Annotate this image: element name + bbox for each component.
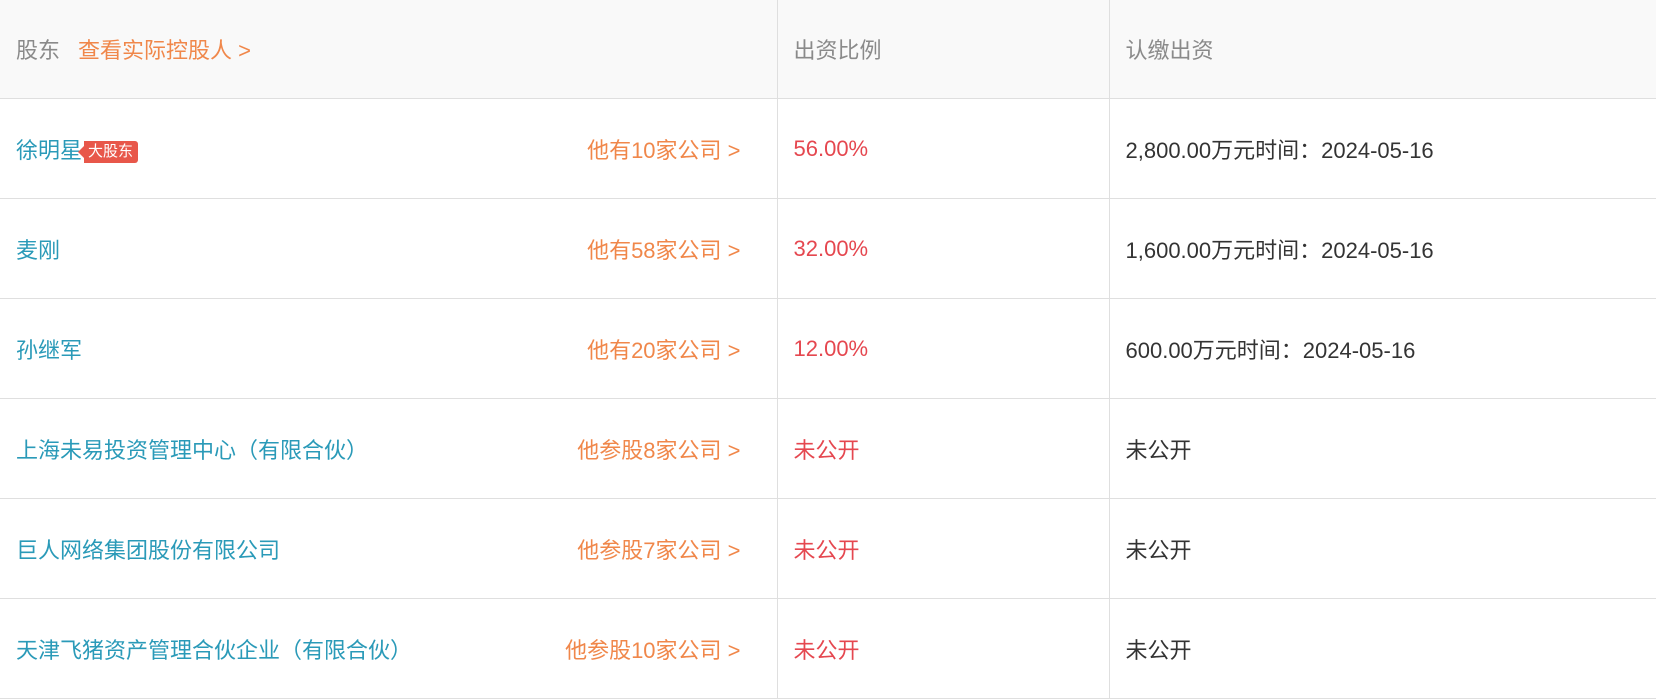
major-shareholder-badge: 大股东 bbox=[78, 140, 139, 163]
table-row: 上海未易投资管理中心（有限合伙） 他参股8家公司 > 未公开 未公开 bbox=[0, 398, 1656, 499]
subscribed-cell: 未公开 bbox=[1108, 498, 1656, 599]
related-companies-link[interactable]: 他有10家公司 > bbox=[587, 137, 741, 163]
header-shareholder: 股东 查看实际控股人 > bbox=[0, 0, 778, 99]
shareholder-cell: 麦刚 他有58家公司 > bbox=[0, 198, 778, 299]
shareholder-name-link[interactable]: 孙继军 bbox=[16, 337, 83, 363]
shareholder-name-link[interactable]: 徐明星 bbox=[16, 137, 83, 163]
subscribed-cell: 2,800.00万元时间：2024-05-16 bbox=[1108, 98, 1656, 199]
related-companies-link[interactable]: 他有20家公司 > bbox=[587, 337, 741, 363]
table-row: 麦刚 他有58家公司 > 32.00% 1,600.00万元时间：2024-05… bbox=[0, 198, 1656, 299]
ratio-cell: 未公开 bbox=[776, 598, 1110, 699]
shareholder-name-link[interactable]: 麦刚 bbox=[16, 237, 61, 263]
subscribed-cell: 600.00万元时间：2024-05-16 bbox=[1108, 298, 1656, 399]
shareholder-cell: 上海未易投资管理中心（有限合伙） 他参股8家公司 > bbox=[0, 398, 778, 499]
related-companies-link[interactable]: 他参股7家公司 > bbox=[577, 537, 741, 563]
table-header: 股东 查看实际控股人 > 出资比例 认缴出资 bbox=[0, 0, 1656, 99]
related-companies-link[interactable]: 他有58家公司 > bbox=[587, 237, 741, 263]
shareholder-cell: 孙继军 他有20家公司 > bbox=[0, 298, 778, 399]
shareholder-cell: 徐明星 大股东 他有10家公司 > bbox=[0, 98, 778, 199]
shareholder-name-link[interactable]: 天津飞猪资产管理合伙企业（有限合伙） bbox=[16, 637, 413, 663]
ratio-cell: 未公开 bbox=[776, 398, 1110, 499]
actual-controller-link[interactable]: 查看实际控股人 > bbox=[78, 38, 251, 63]
ratio-cell: 56.00% bbox=[776, 98, 1110, 199]
table-row: 天津飞猪资产管理合伙企业（有限合伙） 他参股10家公司 > 未公开 未公开 bbox=[0, 598, 1656, 699]
shareholder-cell: 巨人网络集团股份有限公司 他参股7家公司 > bbox=[0, 498, 778, 599]
shareholder-name-link[interactable]: 巨人网络集团股份有限公司 bbox=[16, 537, 281, 563]
related-companies-link[interactable]: 他参股10家公司 > bbox=[565, 637, 741, 663]
ratio-cell: 12.00% bbox=[776, 298, 1110, 399]
subscribed-cell: 1,600.00万元时间：2024-05-16 bbox=[1108, 198, 1656, 299]
subscribed-cell: 未公开 bbox=[1108, 398, 1656, 499]
subscribed-cell: 未公开 bbox=[1108, 598, 1656, 699]
table-row: 孙继军 他有20家公司 > 12.00% 600.00万元时间：2024-05-… bbox=[0, 298, 1656, 399]
shareholder-name-link[interactable]: 上海未易投资管理中心（有限合伙） bbox=[16, 437, 369, 463]
shareholder-cell: 天津飞猪资产管理合伙企业（有限合伙） 他参股10家公司 > bbox=[0, 598, 778, 699]
ratio-cell: 未公开 bbox=[776, 498, 1110, 599]
related-companies-link[interactable]: 他参股8家公司 > bbox=[577, 437, 741, 463]
header-subscribed: 认缴出资 bbox=[1108, 0, 1656, 99]
ratio-cell: 32.00% bbox=[776, 198, 1110, 299]
header-shareholder-label: 股东 bbox=[16, 38, 61, 63]
table-row: 徐明星 大股东 他有10家公司 > 56.00% 2,800.00万元时间：202… bbox=[0, 98, 1656, 199]
header-ratio: 出资比例 bbox=[776, 0, 1110, 99]
table-row: 巨人网络集团股份有限公司 他参股7家公司 > 未公开 未公开 bbox=[0, 498, 1656, 599]
